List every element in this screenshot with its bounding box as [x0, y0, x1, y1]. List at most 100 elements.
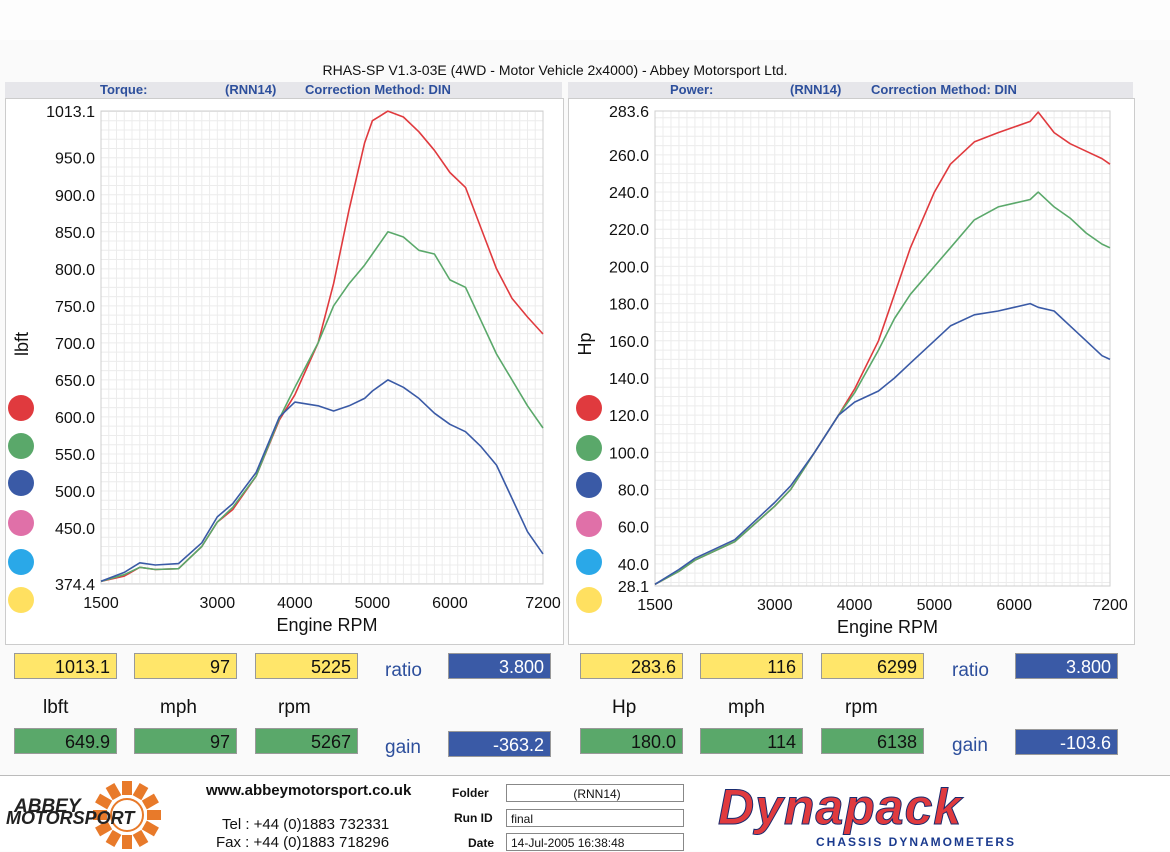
date-field: 14-Jul-2005 16:38:48: [506, 833, 684, 851]
runid-field: final: [506, 809, 684, 827]
website-link[interactable]: www.abbeymotorsport.co.uk: [206, 782, 412, 799]
x-tick-label: 5000: [917, 597, 953, 614]
sun-ray: [95, 793, 113, 810]
power-max-rpm: 6299: [821, 653, 924, 679]
folder-field: (RNN14): [506, 784, 684, 802]
y-tick-label: 283.6: [609, 104, 649, 121]
green-series-line: [654, 191, 1111, 586]
y-tick-label: 374.4: [55, 577, 95, 594]
power-max-value: 283.6: [580, 653, 683, 679]
x-tick-label: 3000: [200, 595, 236, 612]
phone-text: Tel : +44 (0)1883 732331: [222, 816, 390, 833]
fax-text: Fax : +44 (0)1883 718296: [216, 834, 390, 851]
y-tick-label: 80.0: [618, 483, 649, 500]
power-legend-dot-blue[interactable]: [576, 472, 602, 498]
blue-series-line: [100, 379, 544, 583]
power-run: (RNN14): [790, 82, 842, 97]
y-tick-label: 260.0: [609, 148, 649, 165]
date-label: Date: [468, 836, 495, 850]
torque-correction: Correction Method: DIN: [305, 82, 451, 97]
y-tick-label: 240.0: [609, 185, 649, 202]
x-tick-label: 1500: [637, 597, 673, 614]
y-axis-label: lbft: [12, 332, 32, 356]
runid-label: Run ID: [454, 811, 493, 825]
torque-rpm-label: rpm: [278, 697, 311, 718]
power-ratio-label: ratio: [952, 660, 989, 681]
power-sub-mph: 114: [700, 728, 803, 754]
y-tick-label: 200.0: [609, 259, 649, 276]
y-tick-label: 120.0: [609, 408, 649, 425]
power-legend-dot-red[interactable]: [576, 395, 602, 421]
y-tick-label: 160.0: [609, 334, 649, 351]
power-chart: 283.6 260.0 240.0 220.0 200.0 180.0 160.0 140.0…: [575, 104, 1128, 637]
torque-legend-dot-cyan[interactable]: [8, 549, 34, 575]
power-legend-dot-yellow[interactable]: [576, 587, 602, 613]
x-tick-label: 6000: [432, 595, 468, 612]
power-max-mph: 116: [700, 653, 803, 679]
power-unit-label: Hp: [612, 697, 637, 718]
sun-ray: [141, 820, 159, 837]
power-rpm-label: rpm: [845, 697, 878, 718]
y-tick-label: 1013.1: [46, 104, 95, 121]
torque-sub-value: 649.9: [14, 728, 117, 754]
power-label: Power:: [670, 82, 714, 97]
power-ratio-value: 3.800: [1015, 653, 1118, 679]
power-legend-dot-cyan[interactable]: [576, 549, 602, 575]
power-legend-dot-pink[interactable]: [576, 511, 602, 537]
plot-frame: [100, 110, 544, 585]
torque-max-rpm: 5225: [255, 653, 358, 679]
power-header: Power: (RNN14) Correction Method: DIN: [568, 82, 1133, 98]
torque-sub-mph: 97: [134, 728, 237, 754]
y-tick-label: 40.0: [618, 557, 649, 574]
sun-ray: [122, 835, 132, 849]
power-gain-value: -103.6: [1015, 729, 1118, 755]
y-tick-label: 28.1: [618, 579, 649, 596]
y-tick-label: 140.0: [609, 371, 649, 388]
y-tick-label: 550.0: [55, 447, 95, 464]
sun-ray: [105, 783, 122, 801]
logo-text-abbey: ABBEY: [14, 796, 81, 817]
x-tick-label: 4000: [837, 597, 873, 614]
y-axis-label: Hp: [575, 332, 595, 355]
green-series-line: [100, 231, 544, 583]
torque-legend-dot-yellow[interactable]: [8, 587, 34, 613]
logo-text-motorsport: MOTORSPORT: [6, 808, 135, 828]
torque-legend-dot-green[interactable]: [8, 433, 34, 459]
x-tick-label: 7200: [1092, 597, 1128, 614]
red-series-line: [100, 110, 544, 583]
plot-frame: [654, 110, 1111, 587]
torque-chart: 1013.1 950.0 900.0 850.0 800.0 750.0 700.0 650.…: [12, 104, 561, 635]
y-tick-label: 750.0: [55, 299, 95, 316]
sun-ray: [105, 829, 122, 847]
x-tick-label: 3000: [757, 597, 793, 614]
torque-max-mph: 97: [134, 653, 237, 679]
x-tick-label: 7200: [525, 595, 561, 612]
torque-legend-dot-blue[interactable]: [8, 470, 34, 496]
y-tick-label: 450.0: [55, 521, 95, 538]
power-legend-dot-green[interactable]: [576, 435, 602, 461]
y-tick-label: 600.0: [55, 410, 95, 427]
torque-mph-label: mph: [160, 697, 197, 718]
power-mph-label: mph: [728, 697, 765, 718]
sun-ray: [132, 783, 149, 801]
x-axis-label: Engine RPM: [837, 617, 938, 637]
x-axis-label: Engine RPM: [276, 615, 377, 635]
torque-max-value: 1013.1: [14, 653, 117, 679]
torque-run: (RNN14): [225, 82, 277, 97]
sun-ray: [122, 781, 132, 795]
torque-legend-dot-red[interactable]: [8, 395, 34, 421]
y-tick-label: 60.0: [618, 520, 649, 537]
brand-logo: Dynapack: [717, 779, 963, 836]
sun-ray: [93, 810, 107, 820]
report-title: RHAS-SP V1.3-03E (4WD - Motor Vehicle 2x…: [322, 62, 788, 78]
sun-ray: [132, 829, 149, 847]
power-panel: 283.6 260.0 240.0 220.0 200.0 180.0 160.0 140.0…: [568, 98, 1135, 645]
torque-gain-value: -363.2: [448, 731, 551, 757]
torque-label: Torque:: [100, 82, 148, 97]
blue-series-line: [654, 302, 1111, 585]
footer: ABBEY MOTORSPORT www.abbeymotorsport.co.…: [0, 775, 1170, 851]
power-sub-rpm: 6138: [821, 728, 924, 754]
torque-header: Torque: (RNN14) Correction Method: DIN: [5, 82, 562, 98]
torque-legend-dot-pink[interactable]: [8, 510, 34, 536]
torque-ratio-value: 3.800: [448, 653, 551, 679]
